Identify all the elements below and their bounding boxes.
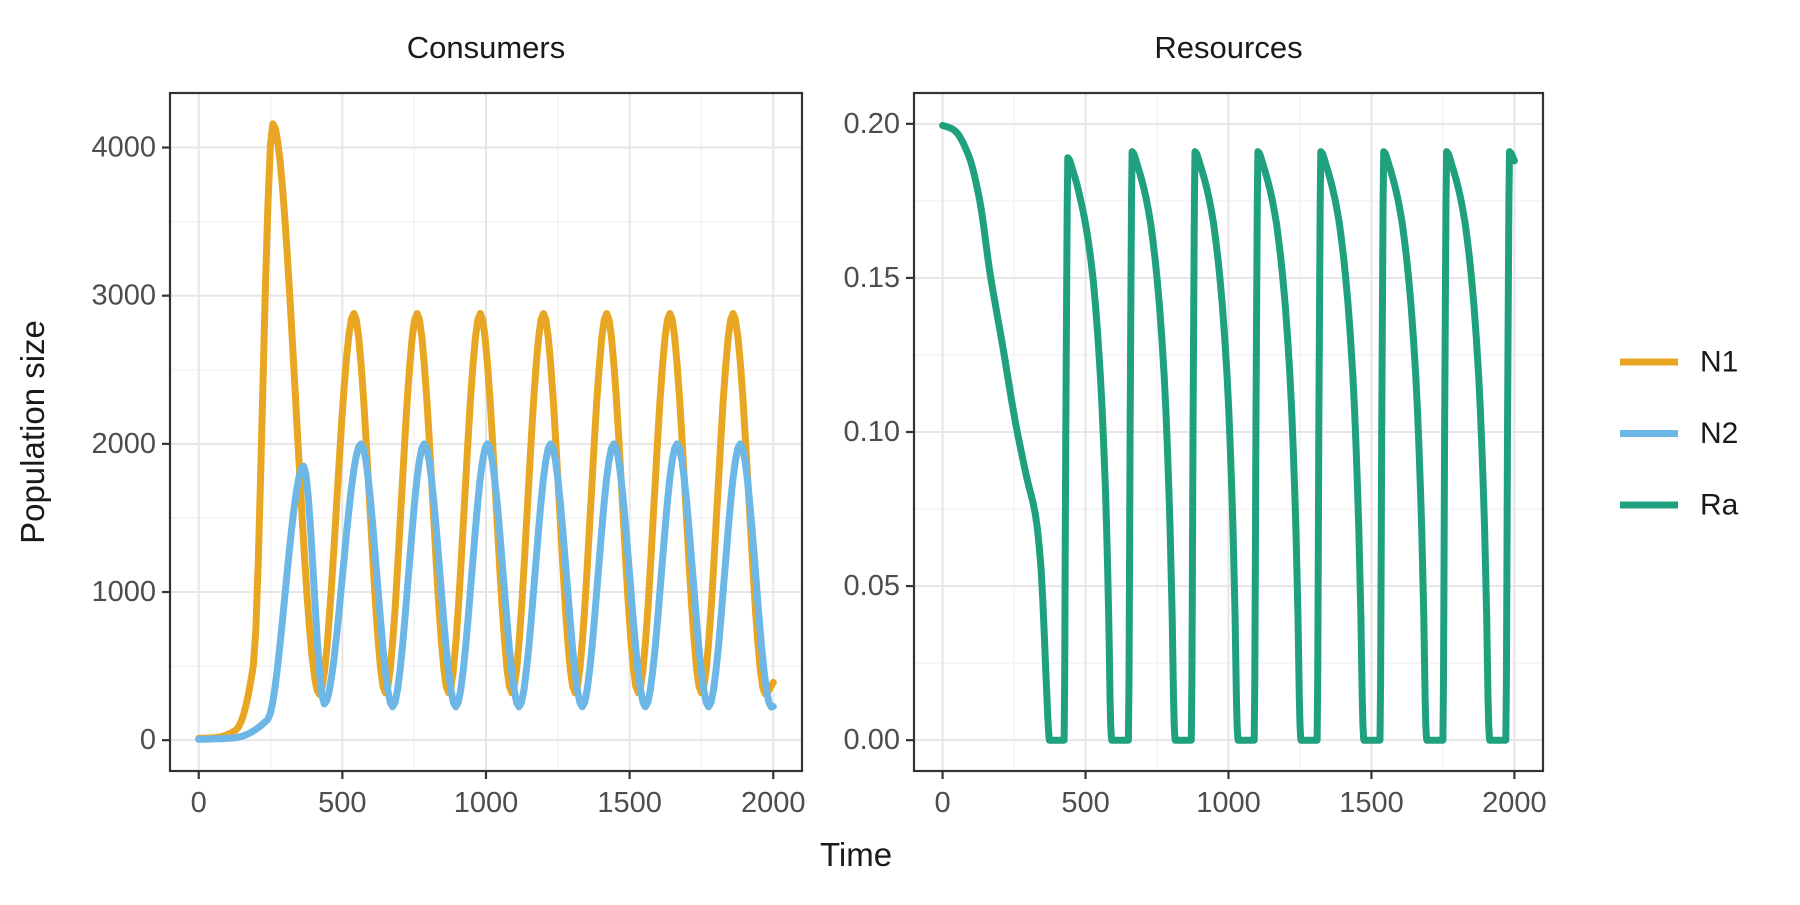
series-line-N2 bbox=[195, 440, 777, 743]
legend-item-N1: N1 bbox=[1620, 346, 1738, 379]
legend-label-N2: N2 bbox=[1700, 417, 1738, 450]
x-tick-label: 500 bbox=[318, 787, 366, 819]
legend-item-N2: N2 bbox=[1620, 417, 1738, 450]
panel-title-consumers: Consumers bbox=[407, 30, 566, 65]
series-line-Ra bbox=[939, 121, 1518, 744]
panel-title-resources: Resources bbox=[1154, 30, 1302, 65]
x-tick-label: 0 bbox=[935, 787, 951, 819]
x-tick-label: 500 bbox=[1061, 787, 1109, 819]
series-line-N1 bbox=[195, 120, 777, 742]
panel-resources: 0 500 1000 1500 2000 0.00 0.05 0.10 0.15 0.20 bbox=[844, 91, 1547, 819]
y-tick-label: 2000 bbox=[91, 428, 156, 460]
legend-label-N1: N1 bbox=[1700, 346, 1738, 379]
y-tick-label: 0.10 bbox=[844, 416, 900, 448]
y-tick-label: 0.05 bbox=[844, 570, 900, 602]
legend-label-Ra: Ra bbox=[1700, 489, 1739, 522]
x-tick-label: 1500 bbox=[1339, 787, 1404, 819]
panel-consumers: 0 500 1000 1500 2000 0 1000 2000 3000 4000 bbox=[91, 91, 806, 819]
y-tick-label: 0.20 bbox=[844, 108, 900, 140]
legend: N1 N2 Ra bbox=[1620, 346, 1739, 522]
x-tick-label: 0 bbox=[191, 787, 207, 819]
x-tick-label: 2000 bbox=[1482, 787, 1547, 819]
y-tick-label: 0.00 bbox=[844, 724, 900, 756]
y-tick-label: 3000 bbox=[91, 280, 156, 312]
x-axis-title: Time bbox=[820, 836, 892, 873]
y-axis-title: Population size bbox=[14, 320, 51, 544]
y-tick-label: 0.15 bbox=[844, 262, 900, 294]
y-tick-label: 0 bbox=[140, 724, 156, 756]
x-tick-label: 2000 bbox=[741, 787, 806, 819]
y-tick-label: 4000 bbox=[91, 132, 156, 164]
x-tick-label: 1000 bbox=[1196, 787, 1261, 819]
panels-layer: 0 500 1000 1500 2000 0 1000 2000 3000 4000 0 500 100… bbox=[91, 91, 1547, 819]
x-tick-label: 1000 bbox=[454, 787, 519, 819]
x-tick-label: 1500 bbox=[597, 787, 662, 819]
legend-item-Ra: Ra bbox=[1620, 489, 1739, 522]
y-tick-label: 1000 bbox=[91, 576, 156, 608]
